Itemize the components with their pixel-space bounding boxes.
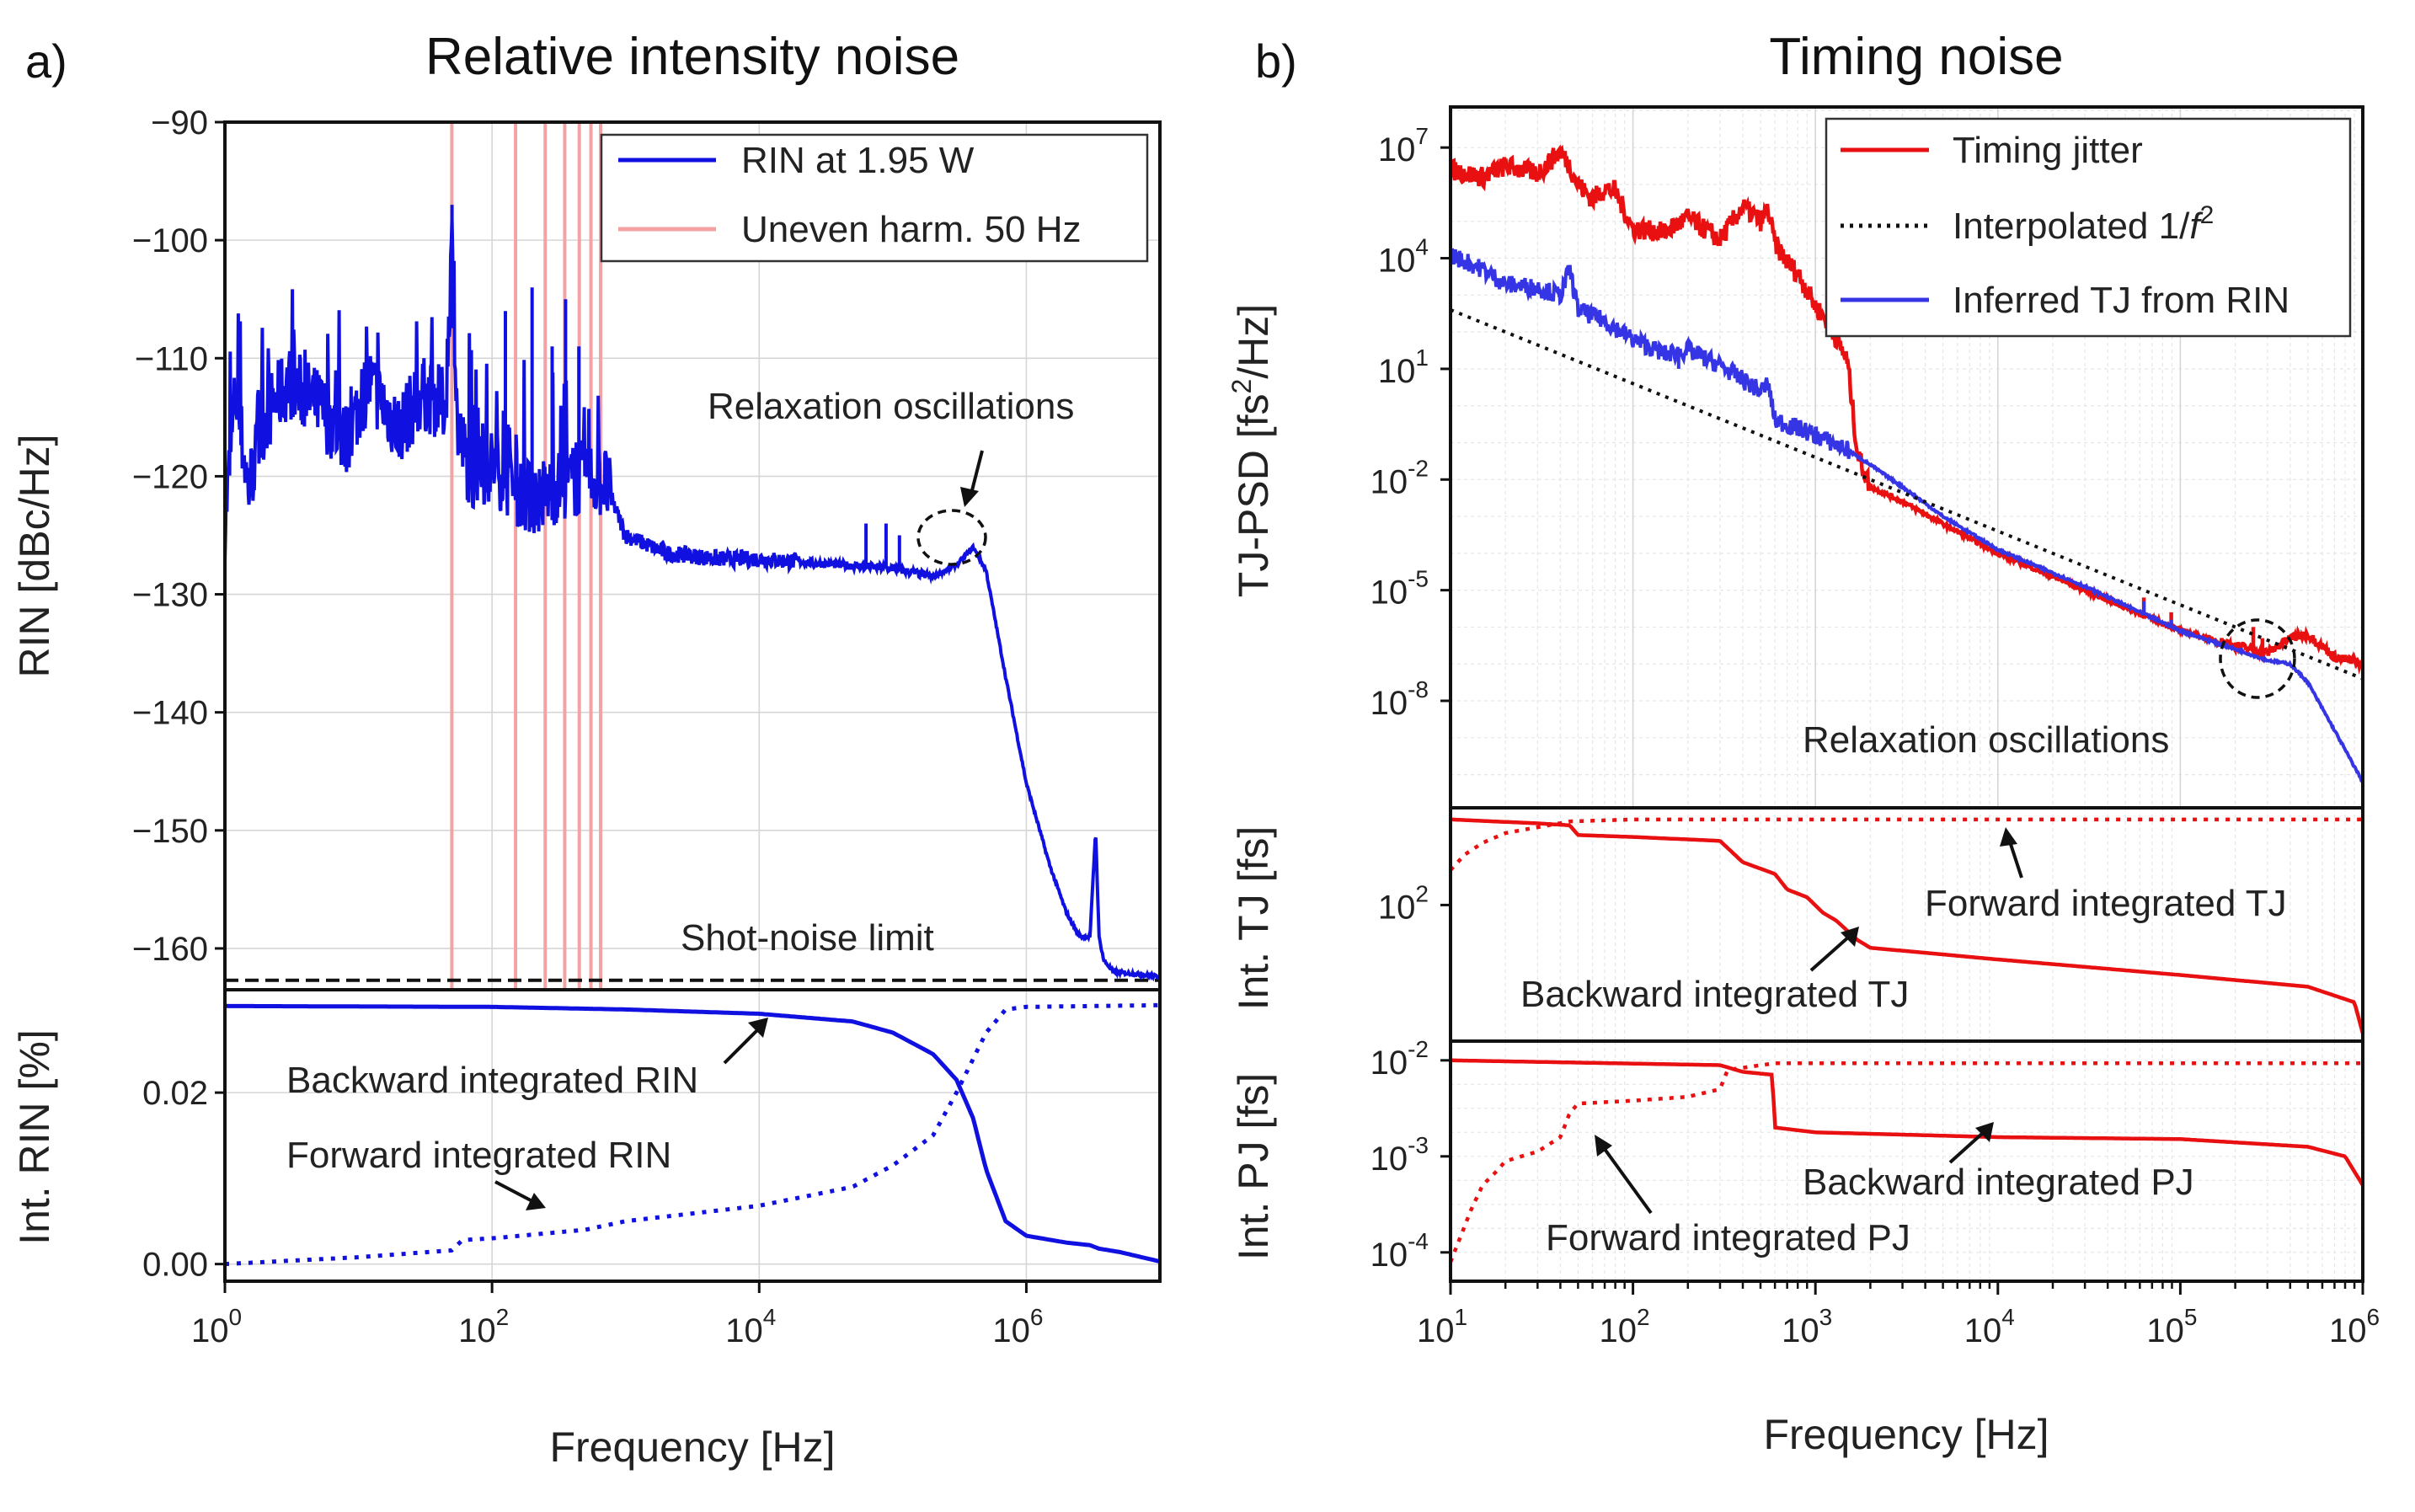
panel-a-bottom-ylabel: Int. RIN [%] [11,1029,58,1245]
legend-interp-label: Interpolated 1/f2 [1953,201,2214,247]
y-tick-label: −120 [132,458,208,495]
panel-a-backward-arrow [723,1028,760,1065]
inferred-tj-curve [1451,248,2363,783]
panel-b-forward-pj-arrow [1600,1144,1653,1215]
panel-b-xlabel: Frequency [Hz] [1763,1411,2049,1458]
panel-b-forward-tj-arrow [2007,838,2023,879]
y-tick-label: −90 [151,104,208,142]
x-tick-label: 100 [191,1304,242,1349]
panel-a-top-y-ticks: −90 −100 −110 −120 −130 −140 −150 −160 [132,104,225,968]
panel-b-bottom-frame [1449,1039,2364,1283]
panel-b-mid-ylabel: Int. TJ [fs] [1230,826,1277,1011]
tick-label: 101 [1378,345,1429,390]
x-tick-label: 106 [992,1304,1043,1349]
panel-b-relaxation-annotation: Relaxation oscillations [1803,719,2169,761]
panel-b-legend: Timing jitter Interpolated 1/f2 Inferred… [1825,117,2352,338]
y-tick-label: −130 [132,577,208,614]
panel-b-bottom-y-ticks: 10-2 10-3 10-4 [1370,1036,1451,1274]
panel-a-backward-arrowhead [748,1018,768,1038]
panel-b-label: b) [1255,35,1297,88]
backward-integrated-tj-curve [1451,817,2363,1034]
panel-a-bottom-frame [223,988,1162,1283]
panel-b: b) Timing noise 107 104 101 10-2 10-5 10-8 10… [1226,28,2380,1458]
panel-b-mid-minor-grid [1504,808,2355,1041]
legend-harm-label: Uneven harm. 50 Hz [741,209,1082,250]
panel-a-relaxation-arrow [969,450,984,498]
panel-a-top-ylabel: RIN [dBc/Hz] [11,435,58,678]
y-tick-label: 0.02 [142,1075,208,1112]
tick-label: 102 [1378,880,1429,926]
tick-label: 103 [1782,1304,1832,1349]
panel-a-forward-arrow [494,1180,532,1202]
y-tick-label: −140 [132,695,208,732]
panel-b-bottom-ylabel: Int. PJ [fs] [1230,1073,1277,1260]
legend-tj-label: Timing jitter [1953,130,2143,171]
tick-label: 105 [2146,1304,2197,1349]
tick-label: 102 [1600,1304,1650,1349]
panel-b-top-ylabel: TJ-PSD [fs2/Hz] [1226,304,1277,597]
forward-integrated-tj-curve [1451,817,2363,872]
panel-a-forward-arrowhead [526,1193,546,1210]
backward-integrated-rin-curve [225,1003,1160,1264]
panel-a-shot-noise-annotation: Shot-noise limit [681,917,934,959]
harmonic-lines [450,122,603,990]
panel-b-top-y-ticks: 107 104 101 10-2 10-5 10-8 [1370,123,1451,722]
panel-b-forward-pj-arrowhead [1595,1135,1612,1157]
panel-a-label: a) [25,35,67,88]
panel-b-backward-pj-arrowhead [1975,1122,1994,1142]
tick-label: 107 [1378,123,1429,168]
panel-a-legend-box [600,133,1149,263]
y-tick-label: −100 [132,222,208,259]
panel-b-backward-pj-arrow [1948,1130,1985,1164]
panel-a-forward-annotation: Forward integrated RIN [286,1135,671,1176]
panel-a-title: Relative intensity noise [425,28,959,86]
x-tick-label: 102 [458,1304,509,1349]
panel-b-title: Timing noise [1769,28,2063,86]
panel-a: a) Relative intensity noise −90−100−110−… [11,28,1162,1471]
y-tick-label: 0.00 [142,1247,208,1284]
panel-b-forward-tj-annotation: Forward integrated TJ [1925,883,2287,924]
interpolated-curve [1451,307,2363,681]
panel-b-mid-y-ticks: 102 [1378,880,1451,926]
panel-a-legend: RIN at 1.95 W Uneven harm. 50 Hz [600,133,1149,263]
panel-b-x-ticks: 101 102 103 104 105 106 [1417,1281,2380,1349]
panel-a-relaxation-annotation: Relaxation oscillations [708,386,1074,427]
backward-integrated-pj-curve [1451,1058,2363,1187]
tick-label: 101 [1417,1304,1467,1349]
tick-label: 10-2 [1370,1036,1429,1082]
panel-b-backward-tj-arrow [1809,935,1851,972]
panel-a-relaxation-circle [916,509,987,566]
tick-label: 10-3 [1370,1132,1429,1178]
panel-b-forward-tj-arrowhead [2000,827,2017,847]
panel-a-backward-annotation: Backward integrated RIN [286,1060,698,1101]
tick-label: 104 [1964,1304,2015,1349]
tick-label: 104 [1378,234,1429,280]
x-tick-label: 104 [725,1304,776,1349]
tick-label: 106 [2329,1304,2380,1349]
tick-label: 10-2 [1370,455,1429,500]
panel-b-backward-pj-annotation: Backward integrated PJ [1803,1162,2194,1203]
legend-rin-label: RIN at 1.95 W [741,140,975,181]
y-tick-label: −150 [132,813,208,850]
panel-b-forward-pj-annotation: Forward integrated PJ [1546,1217,1910,1258]
y-tick-label: −110 [135,340,208,377]
panel-a-bottom-y-ticks: 0.02 0.00 [142,1075,225,1284]
panel-b-x-minor-ticks [1504,1281,2356,1289]
tick-label: 10-4 [1370,1228,1429,1274]
panel-b-relaxation-circle [2219,618,2296,699]
panel-b-backward-tj-arrowhead [1841,927,1859,947]
panel-a-x-ticks: 100 102 104 106 [191,1281,1043,1349]
forward-integrated-rin-curve [225,1002,1160,1267]
panel-a-relaxation-arrowhead [960,487,979,507]
y-tick-label: −160 [132,931,208,968]
panel-b-backward-tj-annotation: Backward integrated TJ [1520,974,1909,1015]
tick-label: 10-8 [1370,676,1429,722]
legend-inferred-label: Inferred TJ from RIN [1953,280,2289,321]
panel-a-xlabel: Frequency [Hz] [549,1424,835,1471]
rin-curve [225,205,1160,982]
tick-label: 10-5 [1370,566,1429,612]
